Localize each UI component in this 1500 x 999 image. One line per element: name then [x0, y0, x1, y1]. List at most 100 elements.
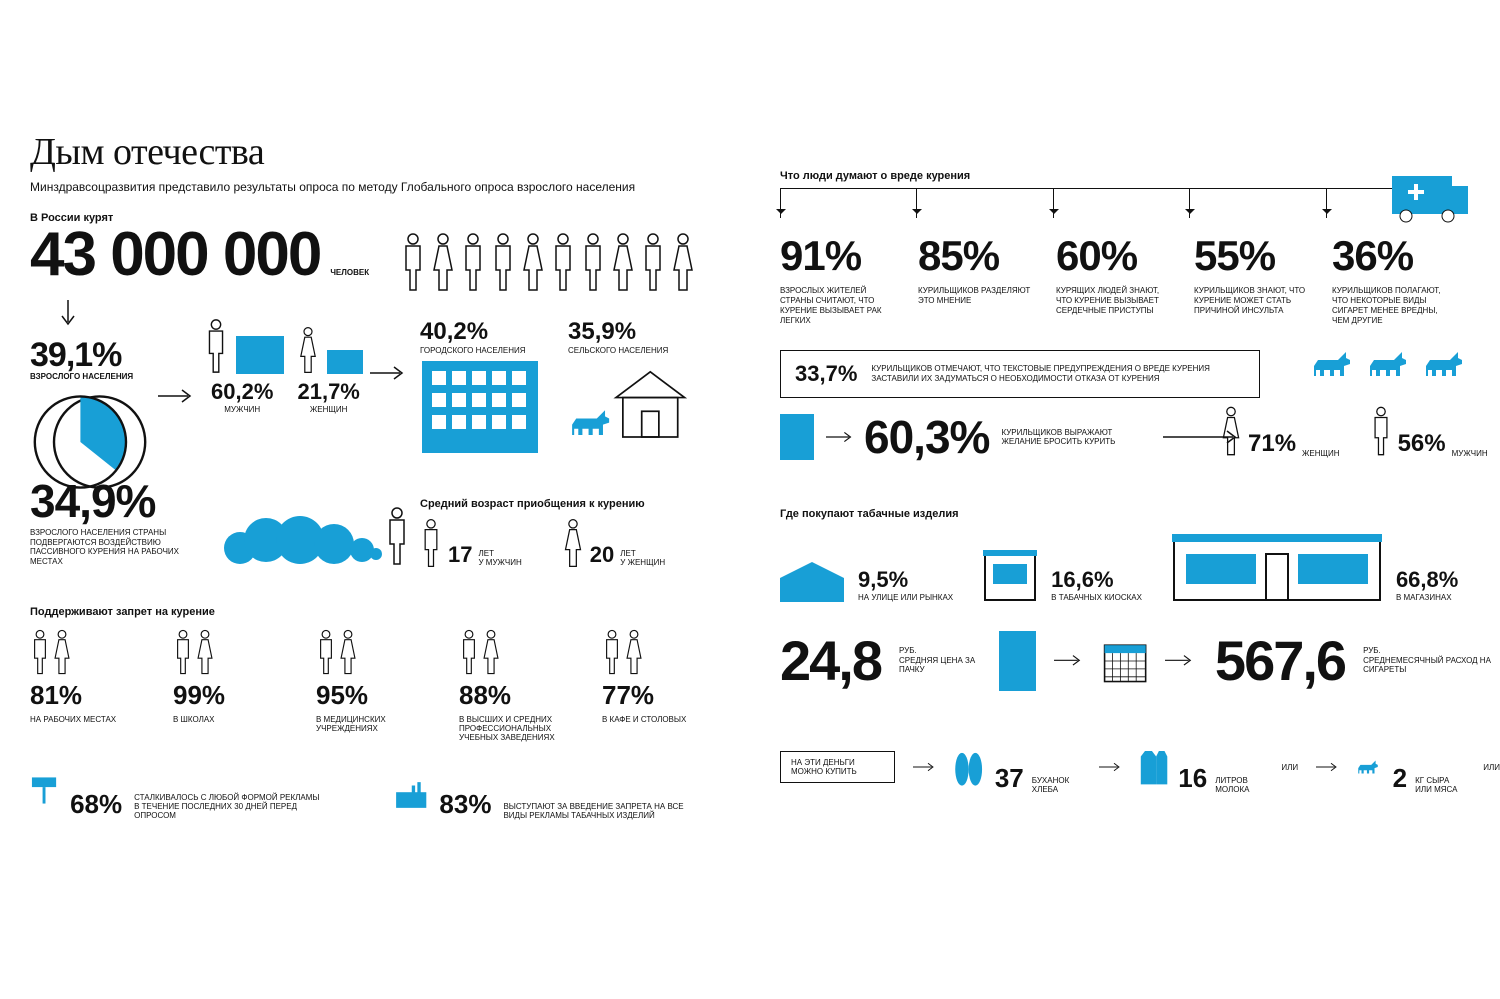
horses-icon — [1310, 348, 1470, 384]
women-label: ЖЕНЩИН — [294, 405, 362, 414]
price-block: 24,8 РУБ. СРЕДНЯЯ ЦЕНА ЗА ПАЧКУ 567,6 РУ… — [780, 628, 1500, 693]
equiv-title: НА ЭТИ ДЕНЬГИ МОЖНО КУПИТЬ — [780, 751, 895, 783]
ban-item: 95% В МЕДИЦИНСКИХ УЧРЕЖДЕНИЯХ — [316, 628, 431, 742]
urban-pct: 40,2% — [420, 318, 540, 346]
ban-item: 99%В ШКОЛАХ — [173, 628, 288, 742]
buy-title: Где покупают табачные изделия — [780, 508, 1458, 520]
population-pct-label: ВЗРОСЛОГО НАСЕЛЕНИЯ — [30, 372, 150, 382]
opinion-item: 91%ВЗРОСЛЫХ ЖИТЕЛЕЙ СТРАНЫ СЧИТАЮТ, ЧТО … — [780, 232, 900, 326]
monthly-spend: 567,6 — [1215, 628, 1345, 693]
urban-label: ГОРОДСКОГО НАСЕЛЕНИЯ — [420, 346, 540, 355]
warning-label: КУРИЛЬЩИКОВ ОТМЕЧАЮТ, ЧТО ТЕКСТОВЫЕ ПРЕД… — [871, 364, 1245, 384]
ban-item-label: В МЕДИЦИНСКИХ УЧРЕЖДЕНИЯХ — [316, 715, 431, 733]
ad-row: 68% СТАЛКИВАЛОСЬ С ЛЮБОЙ ФОРМОЙ РЕКЛАМЫ … — [30, 760, 690, 820]
passive-block: 34,9% ВЗРОСЛОГО НАСЕЛЕНИЯ СТРАНЫ ПОДВЕРГ… — [30, 478, 410, 566]
buy-street-pct: 9,5% — [858, 567, 953, 593]
ban-item-label: В КАФЕ И СТОЛОВЫХ — [602, 715, 717, 724]
age-start-block: Средний возраст приобщения к курению 17 … — [420, 480, 665, 568]
equiv-block: НА ЭТИ ДЕНЬГИ МОЖНО КУПИТЬ 37 БУХАНОК ХЛ… — [780, 740, 1500, 794]
arrow-right-icon — [1316, 759, 1337, 775]
buy-store-pct: 66,8% — [1396, 567, 1458, 593]
gender-block: 60,2% МУЖЧИН 21,7% ЖЕНЩИН — [200, 318, 363, 414]
opinion-pct: 55% — [1194, 232, 1314, 280]
ban-title: Поддерживают запрет на курение — [30, 606, 717, 618]
quit-label: КУРИЛЬЩИКОВ ВЫРАЖАЮТ ЖЕЛАНИЕ БРОСИТЬ КУР… — [1001, 428, 1151, 446]
people-pair-icon — [316, 628, 431, 676]
ban-item-pct: 88% — [459, 680, 574, 711]
opinion-item: 55%КУРИЛЬЩИКОВ ЗНАЮТ, ЧТО КУРЕНИЕ МОЖЕТ … — [1194, 232, 1314, 326]
people-pair-icon — [602, 628, 717, 676]
people-pair-icon — [459, 628, 574, 676]
warning-box: 33,7% КУРИЛЬЩИКОВ ОТМЕЧАЮТ, ЧТО ТЕКСТОВЫ… — [780, 350, 1260, 398]
milk-num: 16 — [1178, 763, 1207, 794]
cow-icon — [1355, 740, 1384, 794]
quit-men-pct: 56% — [1398, 430, 1446, 458]
opinion-items: 91%ВЗРОСЛЫХ ЖИТЕЛЕЙ СТРАНЫ СЧИТАЮТ, ЧТО … — [780, 232, 1452, 326]
smokers-total: 43 000 000 — [30, 224, 320, 286]
man-icon — [200, 318, 232, 374]
men-label: МУЖЧИН — [200, 405, 284, 414]
warning-pct: 33,7% — [795, 361, 857, 387]
quit-women-pct: 71% — [1248, 430, 1296, 458]
arrow-right-icon — [913, 759, 934, 775]
opinion-label: КУРИЛЬЩИКОВ РАЗДЕЛЯЮТ ЭТО МНЕНИЕ — [918, 286, 1038, 306]
arrow-right-icon — [1099, 759, 1120, 775]
buy-kiosk-pct: 16,6% — [1051, 567, 1142, 593]
smoke-clouds-icon — [222, 500, 410, 566]
opinion-pct: 36% — [1332, 232, 1452, 280]
billboard-icon — [30, 760, 58, 820]
opinion-item: 36% КУРИЛЬЩИКОВ ПОЛАГАЮТ, ЧТО НЕКОТОРЫЕ В… — [1332, 232, 1452, 326]
quit-block: 60,3% КУРИЛЬЩИКОВ ВЫРАЖАЮТ ЖЕЛАНИЕ БРОСИ… — [780, 410, 1243, 464]
ad-ban-pct: 83% — [439, 789, 491, 820]
building-icon — [420, 355, 540, 455]
women-pct: 21,7% — [294, 379, 362, 405]
opinion-title: Что люди думают о вреде курения — [780, 170, 970, 182]
people-pair-icon — [173, 628, 288, 676]
calendar-icon — [1103, 633, 1147, 689]
age-women: 20 — [590, 542, 614, 568]
rural-label: СЕЛЬСКОГО НАСЕЛЕНИЯ — [568, 346, 688, 355]
opinion-label: ВЗРОСЛЫХ ЖИТЕЛЕЙ СТРАНЫ СЧИТАЮТ, ЧТО КУР… — [780, 286, 900, 326]
arrow-right-icon — [158, 388, 196, 404]
bread-num: 37 — [995, 763, 1024, 794]
arrow-right-icon — [370, 365, 408, 381]
ban-item-pct: 95% — [316, 680, 431, 711]
age-men: 17 — [448, 542, 472, 568]
smokers-unit: ЧЕЛОВЕК — [330, 268, 369, 278]
ban-item-pct: 77% — [602, 680, 717, 711]
ad-seen-pct: 68% — [70, 789, 122, 820]
people-pair-icon — [30, 628, 145, 676]
opinion-label: КУРЯЩИХ ЛЮДЕЙ ЗНАЮТ, ЧТО КУРЕНИЕ ВЫЗЫВАЕ… — [1056, 286, 1176, 316]
ban-block: Поддерживают запрет на курение 81% НА РАБ… — [30, 588, 717, 742]
ambulance-icon — [1390, 170, 1470, 224]
men-pct: 60,2% — [200, 379, 284, 405]
opinion-bracket — [780, 188, 1400, 228]
opinion-label: КУРИЛЬЩИКОВ ПОЛАГАЮТ, ЧТО НЕКОТОРЫЕ ВИДЫ… — [1332, 286, 1452, 326]
pack-icon — [780, 414, 814, 460]
subtitle: Минздравсоцразвития представило результа… — [30, 180, 720, 194]
arrow-right-icon — [1165, 654, 1197, 667]
ban-item: 88%В ВЫСШИХ И СРЕДНИХ ПРОФЕССИОНАЛЬНЫХ У… — [459, 628, 574, 742]
people-icons — [400, 232, 696, 292]
buy-block: Где покупают табачные изделия 9,5% НА УЛ… — [780, 490, 1458, 602]
ban-item-pct: 99% — [173, 680, 288, 711]
ban-item: 81% НА РАБОЧИХ МЕСТАХ — [30, 628, 145, 742]
pack-price: 24,8 — [780, 628, 881, 693]
age-start-title: Средний возраст приобщения к курению — [420, 498, 665, 510]
opinion-item: 60% КУРЯЩИХ ЛЮДЕЙ ЗНАЮТ, ЧТО КУРЕНИЕ ВЫЗЫ… — [1056, 232, 1176, 326]
quit-pct: 60,3% — [864, 410, 989, 464]
pack-icon — [999, 631, 1035, 691]
title: Дым отечества — [30, 130, 720, 174]
store-icon — [1172, 530, 1382, 602]
house-icon — [568, 355, 688, 447]
opinion-pct: 60% — [1056, 232, 1176, 280]
man-icon — [420, 518, 442, 568]
woman-icon — [294, 326, 322, 374]
ban-item-pct: 81% — [30, 680, 145, 711]
rural-pct: 35,9% — [568, 318, 688, 346]
bread-icon — [953, 740, 987, 794]
population-pct-value: 39,1% — [30, 338, 150, 372]
ban-item: 77% В КАФЕ И СТОЛОВЫХ — [602, 628, 717, 742]
ban-item-label: НА РАБОЧИХ МЕСТАХ — [30, 715, 145, 724]
opinion-item: 85%КУРИЛЬЩИКОВ РАЗДЕЛЯЮТ ЭТО МНЕНИЕ — [918, 232, 1038, 326]
